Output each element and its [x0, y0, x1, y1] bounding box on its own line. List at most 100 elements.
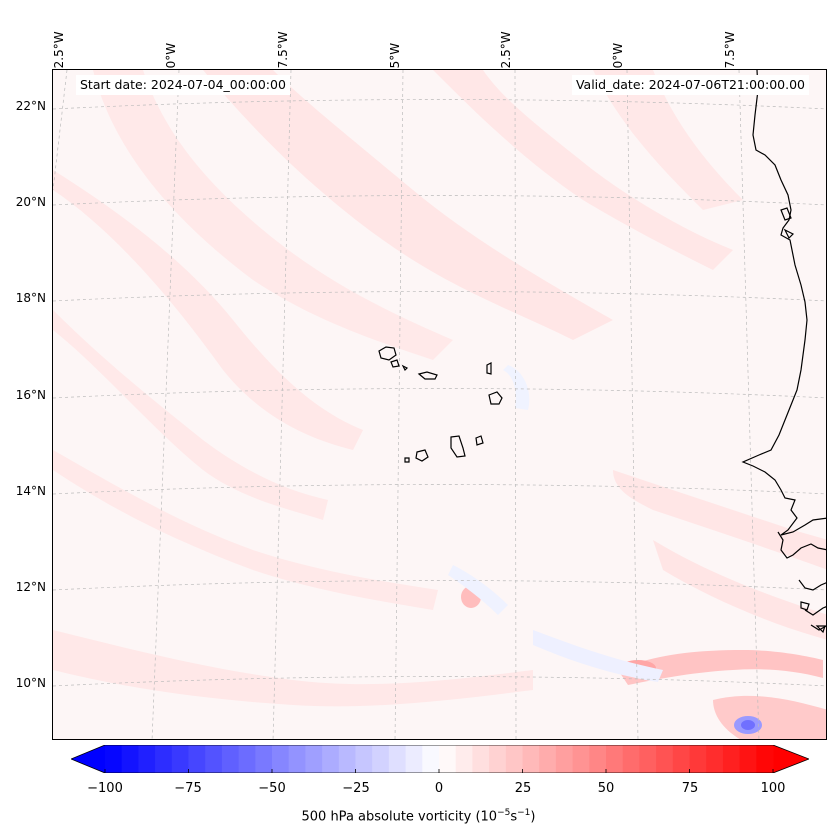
vorticity-band-positive	[203, 70, 613, 340]
africa-coastline	[741, 70, 826, 536]
vorticity-band-positive	[593, 70, 743, 210]
cape-verde-island-maio	[475, 435, 484, 446]
cape-verde-island-brava	[404, 457, 410, 463]
colorbar-tick: 0	[434, 781, 444, 796]
vorticity-maximum	[713, 695, 826, 739]
lat-label-18n: 18°N	[15, 291, 46, 305]
vorticity-field	[53, 70, 826, 739]
colorbar-segment	[305, 745, 323, 773]
colorbar-segment	[221, 745, 240, 773]
colorbar-segment	[622, 745, 640, 773]
lat-label-16n: 16°N	[15, 388, 46, 402]
colorbar-segment	[472, 745, 490, 773]
colorbar-segment	[656, 745, 674, 773]
coastline	[378, 70, 826, 634]
colorbar-tick: −100	[87, 781, 123, 796]
coastal-islands	[780, 207, 792, 221]
cape-verde-island-sao-nicolau	[417, 371, 438, 380]
colorbar-segment	[138, 745, 156, 773]
vorticity-minimum	[533, 630, 663, 682]
africa-coastline	[777, 531, 826, 559]
colorbar-segment	[388, 745, 407, 773]
lat-label-12n: 12°N	[15, 580, 46, 594]
coastal-islands	[800, 601, 810, 611]
colorbar-segment	[589, 745, 607, 773]
vorticity-minimum	[448, 565, 508, 615]
cape-verde-island-santiago	[450, 435, 466, 458]
colorbar-segment	[539, 745, 557, 773]
colorbar-segment	[171, 745, 189, 773]
colorbar-segment	[706, 745, 724, 773]
colorbar-segment	[489, 745, 507, 773]
vorticity-band-positive	[653, 540, 826, 640]
colorbar-segment	[238, 745, 256, 773]
colorbar-segment	[188, 745, 206, 773]
cape-verde-island-sal	[486, 362, 492, 375]
vorticity-band-positive	[53, 170, 363, 450]
colorbar-segment	[572, 745, 590, 773]
vorticity-band-positive	[53, 310, 328, 520]
coastal-islands	[783, 228, 795, 240]
colorbar-segment	[739, 745, 757, 773]
colorbar-segment	[105, 745, 123, 773]
colorbar-tick: −25	[342, 781, 370, 796]
colorbar-segment	[338, 745, 356, 773]
africa-coastline	[798, 579, 826, 591]
colorbar-segment	[422, 745, 440, 773]
cape-verde-island-fogo	[415, 449, 429, 462]
map-panel	[52, 69, 827, 740]
colorbar-extend-high	[773, 745, 809, 773]
colorbar-tick: −75	[174, 781, 202, 796]
colorbar-tick: 100	[760, 781, 786, 796]
vorticity-band-positive	[53, 630, 533, 707]
colorbar-segment	[272, 745, 290, 773]
cape-verde-island-sao-vicente	[390, 359, 400, 368]
colorbar-segment	[405, 745, 423, 773]
colorbar-label: 500 hPa absolute vorticity (10−5s−1)	[301, 808, 536, 825]
vorticity-minimum	[741, 720, 755, 730]
colorbar	[71, 745, 809, 773]
colorbar-segment	[155, 745, 173, 773]
colorbar-segment	[355, 745, 373, 773]
colorbar-segment	[722, 745, 741, 773]
colorbar-segment	[255, 745, 273, 773]
vorticity-maximum	[618, 650, 823, 685]
cape-verde-island-santo-antao	[378, 346, 397, 361]
lat-label-22n: 22°N	[15, 99, 46, 113]
colorbar-segment	[756, 745, 774, 773]
cape-verde-island-santa-luzia	[401, 364, 409, 372]
colorbar-segment	[672, 745, 690, 773]
colorbar-segment	[121, 745, 139, 773]
colorbar-tick: 50	[597, 781, 615, 796]
colorbar-segment	[555, 745, 574, 773]
vorticity-band-positive	[93, 70, 453, 360]
colorbar-tick: −50	[258, 781, 286, 796]
colorbar-segment	[322, 745, 340, 773]
colorbar-tick: 25	[514, 781, 532, 796]
colorbar-segment	[505, 745, 523, 773]
vorticity-band-positive	[53, 450, 438, 610]
colorbar-segment	[606, 745, 624, 773]
colorbar-segment	[455, 745, 473, 773]
africa-coastline	[804, 606, 826, 616]
vorticity-minimum	[503, 365, 530, 410]
coastal-islands	[815, 625, 826, 634]
colorbar-segment	[639, 745, 657, 773]
colorbar-segment	[288, 745, 306, 773]
colorbar-segment	[372, 745, 390, 773]
vorticity-band-positive	[613, 470, 826, 570]
start-date-label: Start date: 2024-07-04_00:00:00	[76, 75, 290, 95]
colorbar-segment	[522, 745, 540, 773]
lat-label-10n: 10°N	[15, 676, 46, 690]
valid-date-label: Valid_date: 2024-07-06T21:00:00.00	[571, 75, 809, 95]
lat-label-14n: 14°N	[15, 484, 46, 498]
colorbar-segment	[689, 745, 707, 773]
lat-label-20n: 20°N	[15, 195, 46, 209]
colorbar-extend-low	[71, 745, 105, 773]
colorbar-segment	[439, 745, 457, 773]
vorticity-map	[53, 70, 826, 739]
colorbar-segment	[205, 745, 223, 773]
cape-verde-island-boa-vista	[488, 391, 503, 405]
colorbar-tick: 75	[681, 781, 699, 796]
vorticity-band-positive	[433, 70, 733, 270]
